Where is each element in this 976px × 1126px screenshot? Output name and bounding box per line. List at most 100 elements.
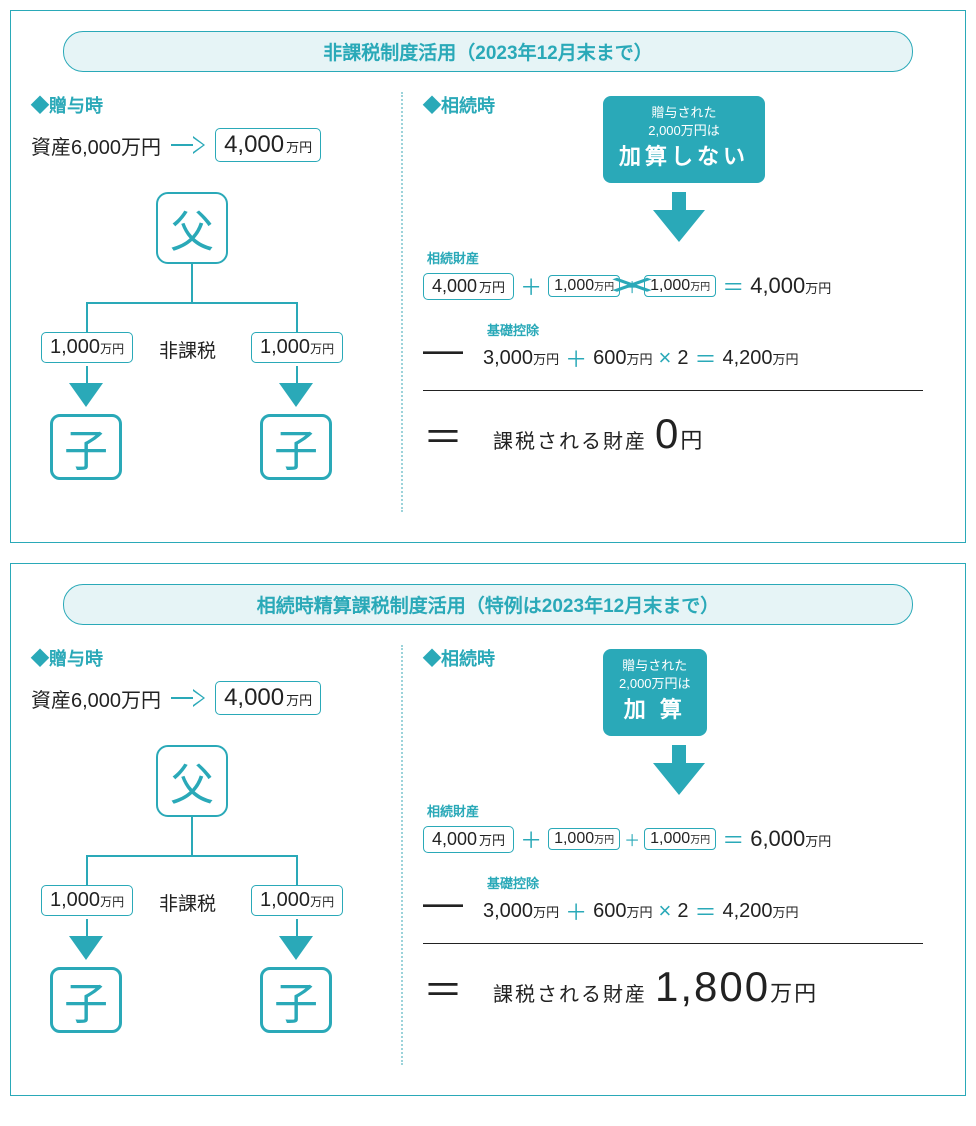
- amt-box: 1,000万円: [548, 275, 620, 297]
- callout-arrow-icon: [653, 763, 705, 795]
- gift-right: 1,000万円: [251, 885, 343, 916]
- connector: [296, 302, 298, 332]
- inherit-time-col: ◆相続時贈与された2,000万円は加 算相続財産4,000万円 ＋ 1,000万…: [401, 645, 941, 1065]
- eq-row-2-wrap: ― 基礎控除 3,000万円 ＋ 600万円 × 2 ＝ 4,200万円: [423, 320, 941, 380]
- sect-deduction: 基礎控除: [487, 873, 941, 892]
- asset-after-box: 4,000万円: [215, 681, 321, 715]
- callout-line1: 贈与された: [619, 657, 691, 675]
- result-label: 課税される財産: [493, 425, 647, 454]
- equals-icon: ＝: [722, 823, 744, 855]
- columns: ◆贈与時資産6,000万円 4,000万円 父 1,000万円 1,000万円 …: [31, 92, 945, 512]
- divider: [423, 390, 923, 391]
- sect-inherit-assets: 相続財産: [427, 248, 941, 267]
- plus-icon: ＋: [624, 274, 640, 298]
- eq-row-1: 4,000万円 ＋ 1,000万円 ＋ 1,000万円 ＝ 6,000万円: [423, 823, 941, 855]
- result-number: 1,800: [655, 963, 770, 1011]
- gift-left: 1,000万円: [41, 332, 133, 363]
- gift-time-col: ◆贈与時資産6,000万円 4,000万円 父 1,000万円 1,000万円 …: [31, 92, 401, 512]
- plus-icon: ＋: [520, 823, 542, 855]
- connector: [86, 855, 88, 885]
- result-number: 0: [655, 410, 680, 458]
- gift-sum-group: 1,000万円 ＋ 1,000万円: [548, 274, 716, 298]
- result-row: ＝ 課税される財産 1,800万円: [423, 958, 941, 1016]
- nontax-label: 非課税: [159, 336, 216, 363]
- equals-icon: ＝: [423, 405, 463, 463]
- connector: [191, 817, 193, 855]
- nontax-label: 非課税: [159, 889, 216, 916]
- gift-time-col: ◆贈与時資産6,000万円 4,000万円 父 1,000万円 1,000万円 …: [31, 645, 401, 1065]
- triangle-down-icon: [282, 386, 310, 406]
- plus-icon: ＋: [565, 342, 587, 374]
- child-node: 子: [50, 967, 122, 1033]
- connector: [86, 302, 298, 304]
- panel-title: 非課税制度活用（2023年12月末まで）: [63, 31, 913, 72]
- eq-row-2: 3,000万円 ＋ 600万円 × 2 ＝ 4,200万円: [483, 342, 941, 374]
- connector: [191, 264, 193, 302]
- panel-0: 非課税制度活用（2023年12月末まで） ◆贈与時資産6,000万円 4,000万…: [10, 10, 966, 543]
- eq-row-2: 3,000万円 ＋ 600万円 × 2 ＝ 4,200万円: [483, 895, 941, 927]
- connector: [86, 302, 88, 332]
- result-label: 課税される財産: [493, 978, 647, 1007]
- father-node: 父: [156, 192, 228, 264]
- equations: 相続財産 4,000万円 ＋ 1,000万円 ＋ 1,000万円 ＝ 4,000万…: [423, 248, 941, 463]
- amt: 3,000万円: [483, 347, 559, 370]
- inherit-time-col: ◆相続時贈与された2,000万円は加算しない相続財産4,000万円 ＋ 1,00…: [401, 92, 941, 512]
- result-unit: 万円: [770, 976, 818, 1008]
- connector: [86, 855, 298, 857]
- family-tree: 父 1,000万円 1,000万円 非課税 子 子: [31, 745, 371, 1045]
- arrow-right-icon: [171, 691, 205, 705]
- amt: 600万円: [593, 347, 652, 370]
- amt-box: 4,000万円: [423, 273, 514, 300]
- result-unit: 円: [680, 423, 704, 455]
- child-node: 子: [260, 414, 332, 480]
- callout-arrow-icon: [653, 210, 705, 242]
- deduction-block: 基礎控除 3,000万円 ＋ 600万円 × 2 ＝ 4,200万円: [483, 873, 941, 933]
- triangle-down-icon: [72, 939, 100, 959]
- family-tree: 父 1,000万円 1,000万円 非課税 子 子: [31, 192, 371, 492]
- callout: 贈与された2,000万円は加 算: [603, 649, 707, 736]
- callout: 贈与された2,000万円は加算しない: [603, 96, 765, 183]
- sect-deduction: 基礎控除: [487, 320, 941, 339]
- gift-right: 1,000万円: [251, 332, 343, 363]
- plus-icon: ＋: [520, 270, 542, 302]
- gift-left: 1,000万円: [41, 885, 133, 916]
- plus-icon: ＋: [624, 827, 640, 851]
- amt-box: 1,000万円: [644, 828, 716, 850]
- callout-line1: 贈与された: [619, 104, 749, 122]
- times-icon: ×: [658, 345, 671, 371]
- amt-box: 1,000万円: [548, 828, 620, 850]
- eq-row-1: 4,000万円 ＋ 1,000万円 ＋ 1,000万円 ＝ 4,000万円: [423, 270, 941, 302]
- result-row: ＝ 課税される財産 0円: [423, 405, 941, 463]
- amt-box: 1,000万円: [644, 275, 716, 297]
- equals-icon: ＝: [694, 895, 716, 927]
- multiplier: 2: [677, 347, 688, 370]
- callout-line2: 2,000万円は: [619, 675, 691, 693]
- asset-label: 資産6,000万円: [31, 131, 161, 160]
- triangle-down-icon: [282, 939, 310, 959]
- plus-icon: ＋: [565, 895, 587, 927]
- gift-sum-group: 1,000万円 ＋ 1,000万円: [548, 827, 716, 851]
- asset-after-box: 4,000万円: [215, 128, 321, 162]
- times-icon: ×: [658, 898, 671, 924]
- panel-title: 相続時精算課税制度活用（特例は2023年12月末まで）: [63, 584, 913, 625]
- sect-inherit-assets: 相続財産: [427, 801, 941, 820]
- gift-heading: ◆贈与時: [31, 92, 401, 118]
- assets-row: 資産6,000万円 4,000万円: [31, 681, 401, 715]
- connector: [296, 855, 298, 885]
- deduction-block: 基礎控除 3,000万円 ＋ 600万円 × 2 ＝ 4,200万円: [483, 320, 941, 380]
- result-2: 4,200万円: [722, 347, 798, 370]
- equals-icon: ＝: [722, 270, 744, 302]
- minus-icon: ―: [423, 328, 463, 373]
- multiplier: 2: [677, 900, 688, 923]
- callout-big: 加 算: [619, 695, 691, 726]
- father-node: 父: [156, 745, 228, 817]
- equals-icon: ＝: [423, 958, 463, 1016]
- panel-1: 相続時精算課税制度活用（特例は2023年12月末まで） ◆贈与時資産6,000万円…: [10, 563, 966, 1096]
- taxable-result: 課税される財産 1,800万円: [493, 963, 818, 1011]
- child-node: 子: [260, 967, 332, 1033]
- taxable-result: 課税される財産 0円: [493, 410, 704, 458]
- callout-big: 加算しない: [619, 142, 749, 173]
- triangle-down-icon: [72, 386, 100, 406]
- child-node: 子: [50, 414, 122, 480]
- assets-row: 資産6,000万円 4,000万円: [31, 128, 401, 162]
